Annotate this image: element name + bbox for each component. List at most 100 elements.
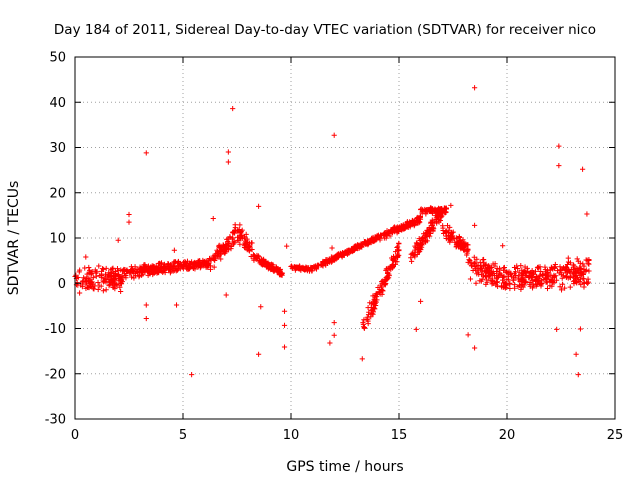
data-point xyxy=(413,326,419,333)
data-point xyxy=(220,247,226,253)
data-point xyxy=(379,291,385,297)
data-point xyxy=(500,243,506,249)
data-point xyxy=(160,268,166,275)
data-point xyxy=(95,279,101,286)
data-point xyxy=(581,263,587,269)
data-point xyxy=(273,265,280,271)
data-point xyxy=(124,268,130,275)
data-point xyxy=(369,307,375,313)
data-points xyxy=(72,85,592,378)
data-point xyxy=(570,265,577,271)
data-point xyxy=(90,281,96,287)
data-point xyxy=(117,284,123,290)
grid-lines xyxy=(75,57,615,419)
data-point xyxy=(559,281,566,287)
data-point xyxy=(520,273,526,279)
data-point xyxy=(558,287,565,293)
y-tick-label: -20 xyxy=(45,367,66,382)
data-point xyxy=(577,260,583,266)
data-point xyxy=(481,256,487,263)
data-point xyxy=(106,278,112,285)
data-point xyxy=(490,280,496,286)
data-point xyxy=(162,269,168,276)
data-point xyxy=(501,265,507,271)
data-point xyxy=(376,289,382,295)
data-point xyxy=(494,265,500,272)
data-point xyxy=(73,272,79,278)
data-point xyxy=(80,278,86,284)
data-point xyxy=(256,203,262,209)
data-point xyxy=(453,244,459,250)
data-point xyxy=(416,246,422,253)
data-point xyxy=(429,217,435,223)
data-point xyxy=(92,267,98,273)
y-tick-label: 0 xyxy=(58,277,66,292)
data-point xyxy=(440,225,446,231)
data-point xyxy=(520,284,526,290)
data-point xyxy=(448,229,454,235)
x-tick-label: 10 xyxy=(283,428,300,443)
data-point xyxy=(468,263,475,269)
data-point xyxy=(547,267,553,273)
data-point xyxy=(173,268,179,274)
data-point xyxy=(118,280,124,287)
data-point xyxy=(427,233,433,239)
data-point xyxy=(460,240,467,246)
data-point xyxy=(472,222,478,228)
data-point xyxy=(558,267,564,273)
data-point xyxy=(383,277,389,283)
data-point xyxy=(415,245,421,251)
data-point xyxy=(507,272,513,278)
data-point xyxy=(581,284,587,290)
data-point xyxy=(534,281,540,287)
data-point xyxy=(456,234,463,241)
data-point xyxy=(494,279,501,285)
data-point xyxy=(141,266,147,273)
data-point xyxy=(428,220,434,226)
data-point xyxy=(194,259,200,266)
data-point xyxy=(197,265,203,271)
data-point xyxy=(89,279,95,285)
data-point xyxy=(197,257,203,264)
data-point xyxy=(503,284,509,290)
data-point xyxy=(110,265,116,271)
data-point xyxy=(554,277,560,283)
data-point xyxy=(214,250,220,257)
data-point xyxy=(103,265,109,272)
data-point xyxy=(338,252,345,259)
data-point xyxy=(310,265,316,271)
data-point xyxy=(457,239,463,246)
data-point xyxy=(527,273,533,280)
data-point xyxy=(261,256,267,262)
data-point xyxy=(332,254,338,260)
data-point xyxy=(241,235,248,241)
y-tick-label: -10 xyxy=(45,322,66,337)
data-point xyxy=(519,267,525,273)
data-point xyxy=(320,260,326,266)
data-point xyxy=(567,284,573,290)
data-point xyxy=(207,263,214,269)
data-point xyxy=(372,238,378,244)
data-point xyxy=(106,270,112,276)
data-point xyxy=(380,232,386,238)
data-point xyxy=(538,283,544,289)
data-point xyxy=(100,278,106,284)
data-point xyxy=(435,216,442,222)
data-point xyxy=(228,246,234,252)
data-point xyxy=(95,286,101,293)
data-point xyxy=(190,265,197,272)
data-point xyxy=(208,257,214,263)
data-point xyxy=(225,149,231,155)
data-point xyxy=(202,262,209,268)
data-point xyxy=(478,278,484,284)
data-point xyxy=(473,280,479,286)
data-point xyxy=(218,256,224,262)
data-point xyxy=(289,265,295,272)
data-point xyxy=(393,249,399,255)
data-point xyxy=(557,284,563,290)
data-point xyxy=(381,235,387,241)
data-point xyxy=(143,150,149,156)
data-point xyxy=(475,262,481,269)
data-point xyxy=(86,264,92,271)
data-point xyxy=(151,270,157,276)
